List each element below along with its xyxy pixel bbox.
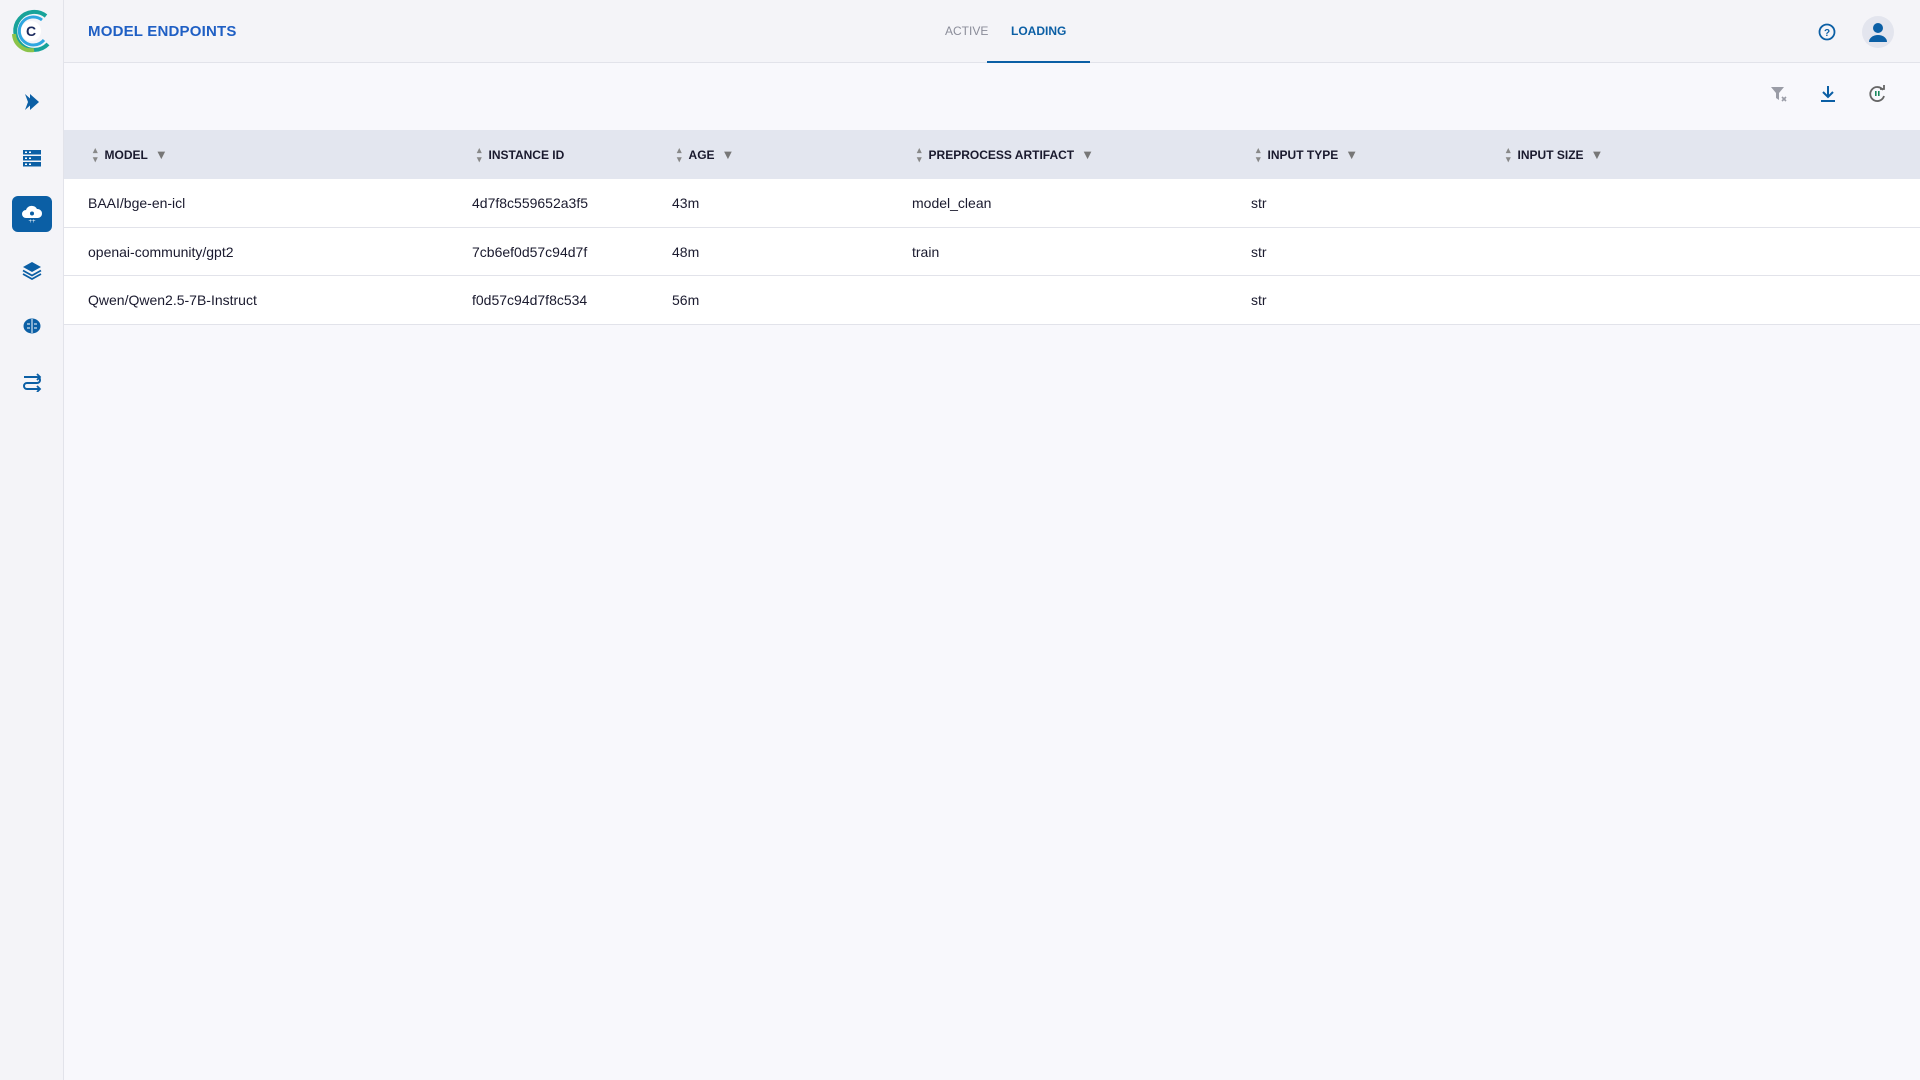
filter-icon[interactable]: ▼ [1590,147,1604,162]
cell-preprocess: model_clean [912,195,992,211]
sort-icon[interactable]: ▴ ▾ [93,144,98,164]
tab-active[interactable]: ACTIVE [945,24,989,38]
top-bar: MODEL ENDPOINTS ACTIVE LOADING ? [64,0,1920,63]
cell-model: Qwen/Qwen2.5-7B-Instruct [88,292,257,308]
sidebar-item-pipelines[interactable] [12,84,52,120]
filter-icon[interactable]: ▼ [721,147,735,162]
brain-icon [23,318,41,334]
auto-refresh-paused-icon [1869,85,1885,102]
column-header-input-type[interactable]: ▴ ▾ INPUT TYPE ▼ [1256,130,1358,179]
cell-instance-id: 7cb6ef0d57c94d7f [472,243,588,260]
cell-age: 43m [672,195,700,211]
sort-icon[interactable]: ▴ ▾ [677,144,682,164]
download-button[interactable] [1818,84,1838,109]
sidebar-item-models[interactable] [12,308,52,344]
sidebar-item-model-endpoints[interactable]: ++ [12,196,52,232]
sidebar-item-layers[interactable] [12,252,52,288]
model-endpoints-icon: ++ [22,205,43,224]
column-label: INSTANCE ID [488,147,565,162]
pipelines-icon [25,94,39,110]
column-label: INPUT TYPE [1267,147,1339,162]
table-row[interactable]: BAAI/bge-en-icl 4d7f8c559652a3f5 43m mod… [64,179,1920,228]
filter-icon[interactable]: ▼ [154,147,168,162]
filter-icon[interactable]: ▼ [1345,147,1359,162]
column-label: AGE [688,147,715,162]
layers-icon [22,262,42,280]
table-row[interactable]: Qwen/Qwen2.5-7B-Instruct f0d57c94d7f8c53… [64,276,1920,325]
tab-loading[interactable]: LOADING [987,0,1091,63]
column-label: INPUT SIZE [1517,147,1584,162]
sidebar: C ++ [0,0,64,1080]
user-avatar[interactable] [1862,16,1894,48]
table-header: ▴ ▾ MODEL ▼ ▴ ▾ INSTANCE ID ▴ ▾ AGE ▼ ▴ ▾ PREPROCE… [64,130,1920,179]
sort-icon[interactable]: ▴ ▾ [1256,144,1261,164]
page-title: MODEL ENDPOINTS [88,23,237,40]
cell-preprocess: train [912,243,940,260]
column-header-input-size[interactable]: ▴ ▾ INPUT SIZE ▼ [1506,130,1603,179]
cell-model: openai-community/gpt2 [88,243,234,260]
workflow-icon [23,373,42,392]
sort-icon[interactable]: ▴ ▾ [1506,144,1511,164]
clear-filters-button[interactable] [1769,84,1789,109]
cell-age: 48m [672,243,700,260]
column-label: PREPROCESS ARTIFACT [928,147,1075,162]
sort-icon[interactable]: ▴ ▾ [477,144,482,164]
cell-instance-id: 4d7f8c559652a3f5 [472,195,588,211]
svg-text:?: ? [1824,28,1830,39]
datasets-icon [23,150,41,167]
clear-filter-icon [1771,87,1787,102]
clearml-logo[interactable]: C [8,8,54,54]
endpoints-table: ▴ ▾ MODEL ▼ ▴ ▾ INSTANCE ID ▴ ▾ AGE ▼ ▴ ▾ PREPROCE… [64,130,1920,325]
cell-input-type: str [1251,195,1267,211]
column-header-instance-id[interactable]: ▴ ▾ INSTANCE ID [477,130,564,179]
column-header-preprocess-artifact[interactable]: ▴ ▾ PREPROCESS ARTIFACT ▼ [917,130,1094,179]
sidebar-item-datasets[interactable] [12,140,52,176]
cell-input-type: str [1251,243,1267,260]
sidebar-item-workflows[interactable] [12,364,52,400]
svg-text:++: ++ [28,219,36,224]
column-header-model[interactable]: ▴ ▾ MODEL ▼ [93,130,168,179]
help-icon: ? [1818,23,1836,41]
filter-icon[interactable]: ▼ [1081,147,1094,162]
cell-instance-id: f0d57c94d7f8c534 [472,292,588,308]
help-button[interactable]: ? [1818,23,1836,41]
column-label: MODEL [104,147,148,162]
download-icon [1821,86,1835,102]
svg-text:C: C [26,23,36,39]
user-icon [1869,23,1887,42]
cell-age: 56m [672,292,700,308]
cell-input-type: str [1251,292,1267,308]
auto-refresh-button[interactable] [1867,84,1887,109]
column-header-age[interactable]: ▴ ▾ AGE ▼ [677,130,734,179]
sort-icon[interactable]: ▴ ▾ [917,144,922,164]
table-row[interactable]: openai-community/gpt2 7cb6ef0d57c94d7f 4… [64,227,1920,276]
cell-model: BAAI/bge-en-icl [88,195,186,211]
